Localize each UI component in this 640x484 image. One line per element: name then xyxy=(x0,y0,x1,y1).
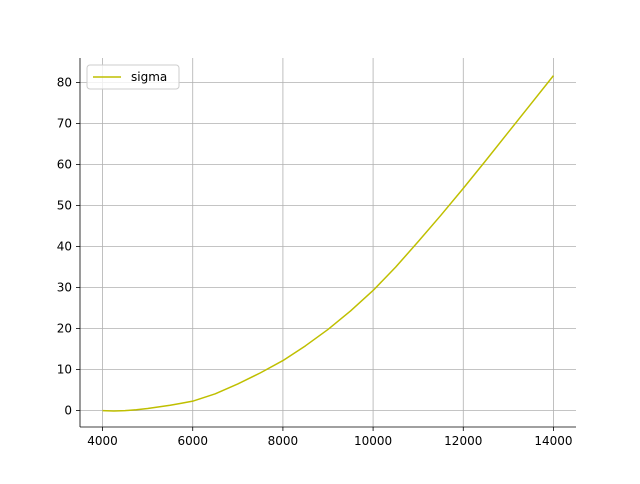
series-layer xyxy=(102,75,555,412)
x-tick-label: 6000 xyxy=(177,434,208,448)
y-tick-label: 20 xyxy=(57,322,72,336)
series-line-sigma xyxy=(102,75,555,412)
x-tick-label: 14000 xyxy=(534,434,572,448)
legend: sigma xyxy=(86,64,180,90)
x-tick-label: 10000 xyxy=(354,434,392,448)
axes-layer: 4000 6000 8000 10000 12000 14000 0 10 20 30 40 50 60… xyxy=(57,58,576,448)
y-tick-label: 0 xyxy=(64,404,72,418)
y-tick-label: 30 xyxy=(57,281,72,295)
y-tick-label: 10 xyxy=(57,363,72,377)
grid-layer xyxy=(80,58,576,427)
y-tick-label: 50 xyxy=(57,199,72,213)
y-tick-label: 40 xyxy=(57,240,72,254)
y-tick-label: 70 xyxy=(57,117,72,131)
x-tick-label: 12000 xyxy=(444,434,482,448)
legend-box xyxy=(86,64,180,90)
x-tick-label: 8000 xyxy=(268,434,299,448)
legend-label: sigma xyxy=(131,70,167,84)
x-tick-label: 4000 xyxy=(87,434,118,448)
y-tick-label: 80 xyxy=(57,76,72,90)
y-tick-label: 60 xyxy=(57,158,72,172)
